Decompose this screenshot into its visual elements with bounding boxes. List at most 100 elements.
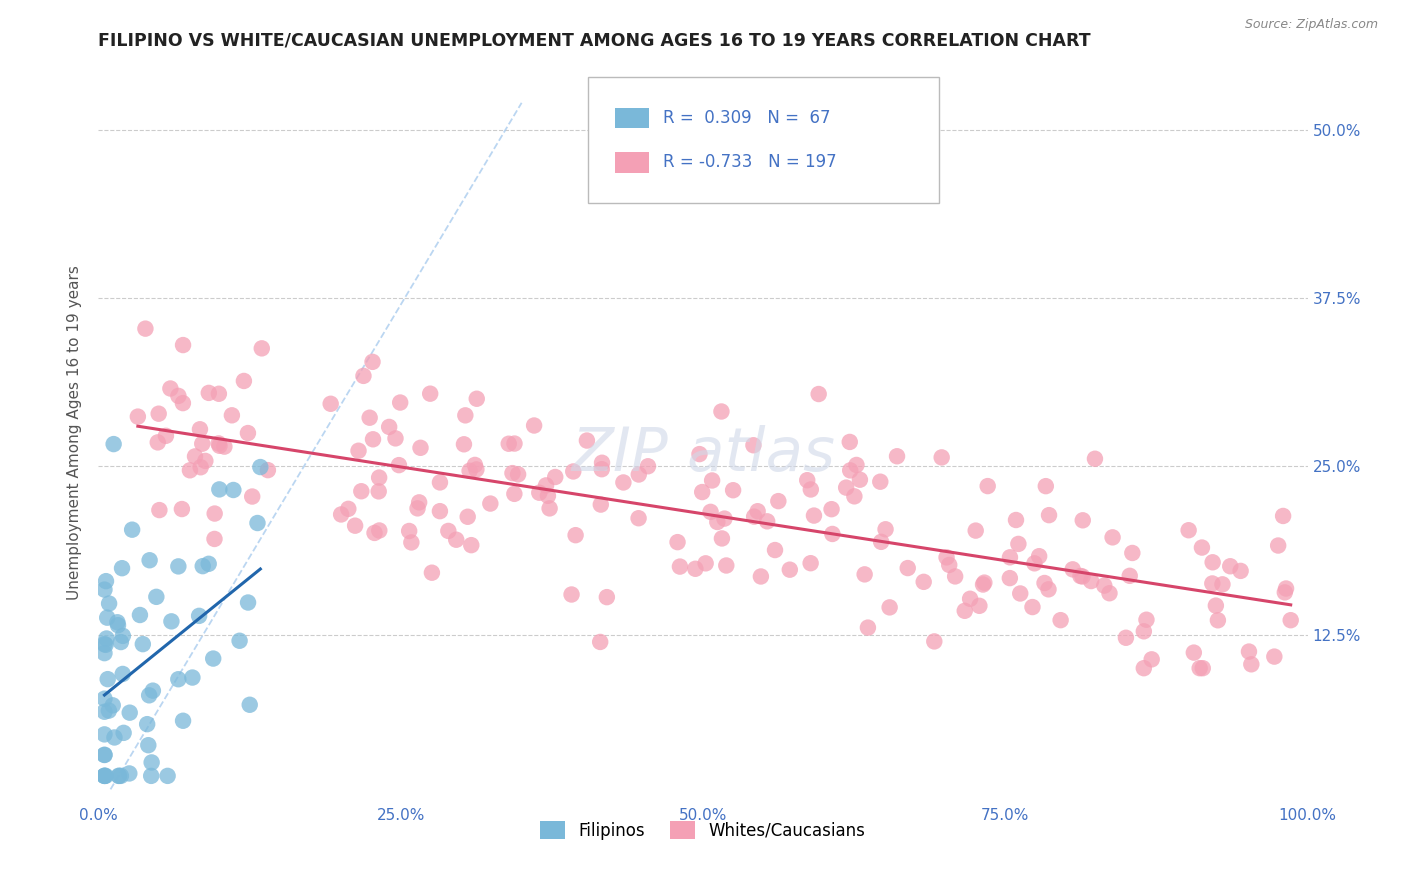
Point: [142, 683, 165, 698]
Point: [398, 524, 420, 538]
Text: Source: ZipAtlas.com: Source: ZipAtlas.com: [1244, 18, 1378, 31]
Point: [1005, 513, 1028, 527]
Point: [105, 615, 128, 630]
Point: [97, 704, 120, 718]
Point: [363, 525, 385, 540]
Point: [596, 590, 619, 604]
Point: [1101, 530, 1123, 544]
Point: [172, 338, 194, 352]
Point: [756, 514, 779, 528]
Point: [460, 538, 482, 552]
Point: [464, 458, 486, 472]
Point: [240, 490, 263, 504]
Point: [191, 436, 214, 450]
Point: [747, 504, 769, 518]
Point: [1010, 586, 1032, 600]
Point: [1084, 451, 1107, 466]
Point: [716, 558, 738, 573]
Point: [93, 769, 115, 783]
Point: [350, 484, 373, 499]
Point: [835, 481, 858, 495]
Point: [353, 368, 375, 383]
Point: [959, 591, 981, 606]
Point: [849, 473, 872, 487]
Point: [408, 495, 430, 509]
Point: [943, 569, 966, 583]
Point: [132, 637, 155, 651]
Point: [1069, 569, 1091, 583]
Point: [710, 404, 733, 418]
Point: [419, 386, 441, 401]
Point: [93, 769, 115, 783]
Point: [1092, 578, 1115, 592]
Point: [853, 567, 876, 582]
Point: [93, 747, 115, 762]
Point: [138, 553, 160, 567]
Point: [93, 769, 115, 783]
Point: [721, 483, 744, 498]
Point: [194, 454, 217, 468]
Point: [998, 550, 1021, 565]
Point: [1033, 576, 1056, 591]
Point: [820, 502, 842, 516]
Point: [222, 483, 245, 497]
Point: [384, 431, 406, 445]
Point: [953, 604, 976, 618]
Point: [875, 522, 897, 536]
Point: [931, 450, 953, 465]
Point: [361, 432, 384, 446]
Point: [146, 435, 169, 450]
Point: [796, 473, 818, 487]
Point: [1071, 569, 1094, 583]
Point: [184, 450, 207, 464]
Point: [965, 524, 987, 538]
Point: [107, 769, 129, 783]
Point: [458, 464, 481, 478]
Point: [534, 478, 557, 492]
Point: [420, 566, 443, 580]
Point: [111, 629, 134, 643]
Point: [344, 518, 367, 533]
Point: [845, 458, 868, 472]
Point: [96, 632, 118, 646]
Point: [973, 575, 995, 590]
Point: [1263, 649, 1285, 664]
Point: [148, 503, 170, 517]
Point: [1177, 523, 1199, 537]
Point: [1229, 564, 1251, 578]
Point: [454, 409, 477, 423]
FancyBboxPatch shape: [588, 78, 939, 203]
Point: [170, 502, 193, 516]
Point: [669, 559, 692, 574]
Point: [236, 425, 259, 440]
Point: [844, 489, 866, 503]
Point: [1135, 613, 1157, 627]
Point: [159, 382, 181, 396]
Point: [239, 698, 262, 712]
Point: [181, 671, 204, 685]
Point: [172, 714, 194, 728]
Point: [94, 638, 117, 652]
Point: [886, 449, 908, 463]
Text: ZIP atlas: ZIP atlas: [571, 425, 835, 484]
Point: [1191, 541, 1213, 555]
Point: [912, 574, 935, 589]
Point: [924, 634, 946, 648]
Point: [208, 483, 231, 497]
Point: [800, 483, 823, 497]
Point: [138, 688, 160, 702]
Point: [1024, 557, 1046, 571]
Point: [155, 429, 177, 443]
Point: [93, 582, 115, 597]
Point: [589, 635, 612, 649]
Point: [111, 667, 134, 681]
Point: [713, 511, 735, 525]
Point: [236, 595, 259, 609]
Point: [1182, 646, 1205, 660]
Point: [706, 515, 728, 529]
Point: [1071, 513, 1094, 527]
Y-axis label: Unemployment Among Ages 16 to 19 years: Unemployment Among Ages 16 to 19 years: [67, 265, 83, 600]
Point: [191, 559, 214, 574]
Point: [821, 527, 844, 541]
Point: [167, 389, 190, 403]
